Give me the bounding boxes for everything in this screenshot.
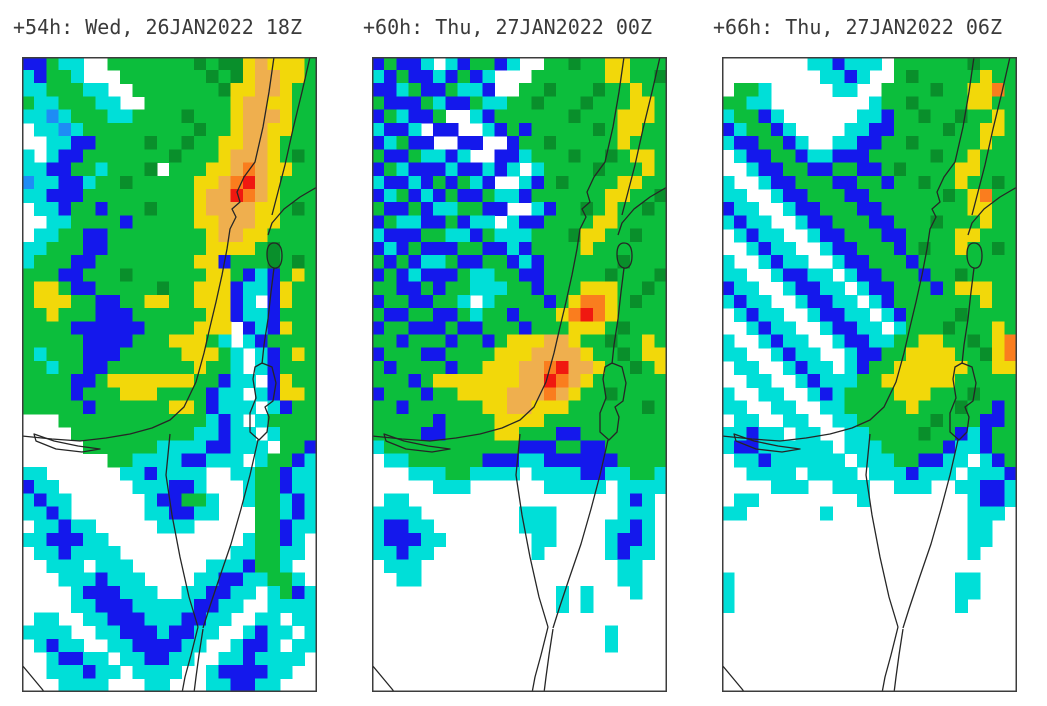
coastline-path xyxy=(902,439,959,629)
coastline-path xyxy=(181,626,199,692)
coastline-path xyxy=(249,362,277,441)
coastline-path xyxy=(22,57,275,442)
panel-title: +54h: Wed, 26JAN2022 18Z xyxy=(13,15,302,39)
coastline-path xyxy=(33,433,101,453)
coastline-path xyxy=(617,186,667,236)
coastline-path xyxy=(261,267,275,365)
map-border xyxy=(22,57,317,692)
coastline-path xyxy=(722,664,746,692)
coastline-path xyxy=(881,626,899,692)
coastline-path xyxy=(372,57,625,442)
forecast-panel-plus66 xyxy=(722,57,1017,692)
coastline-path xyxy=(967,186,1017,236)
panel-title: +60h: Thu, 27JAN2022 00Z xyxy=(363,15,652,39)
coastline-path xyxy=(267,186,317,236)
coastline-path xyxy=(893,628,904,692)
coastline-path xyxy=(543,628,554,692)
coastline-path xyxy=(865,433,899,628)
coastline-path xyxy=(165,433,199,628)
coastline-path xyxy=(961,267,975,365)
precipitation-map xyxy=(22,57,317,692)
coastline-path xyxy=(202,439,259,629)
coastline-path xyxy=(949,362,977,441)
coastline-path xyxy=(193,628,204,692)
coastline-path xyxy=(372,664,396,692)
coastline-path xyxy=(722,57,975,442)
precipitation-map xyxy=(372,57,667,692)
map-border xyxy=(722,57,1017,692)
coastline-path xyxy=(971,57,1011,216)
forecast-panel-plus54 xyxy=(22,57,317,692)
precipitation-map xyxy=(722,57,1017,692)
coastline-path xyxy=(271,57,311,216)
coastline-path xyxy=(22,664,46,692)
coastline-path xyxy=(383,433,451,453)
coastline-path xyxy=(531,626,549,692)
map-border xyxy=(372,57,667,692)
coastline-path xyxy=(552,439,609,629)
coastline-path xyxy=(515,433,549,628)
coastline-path xyxy=(599,362,627,441)
forecast-panel-plus60 xyxy=(372,57,667,692)
coastline-path xyxy=(621,57,661,216)
coastline-path xyxy=(733,433,801,453)
coastline-path xyxy=(611,267,625,365)
panel-title: +66h: Thu, 27JAN2022 06Z xyxy=(713,15,1002,39)
